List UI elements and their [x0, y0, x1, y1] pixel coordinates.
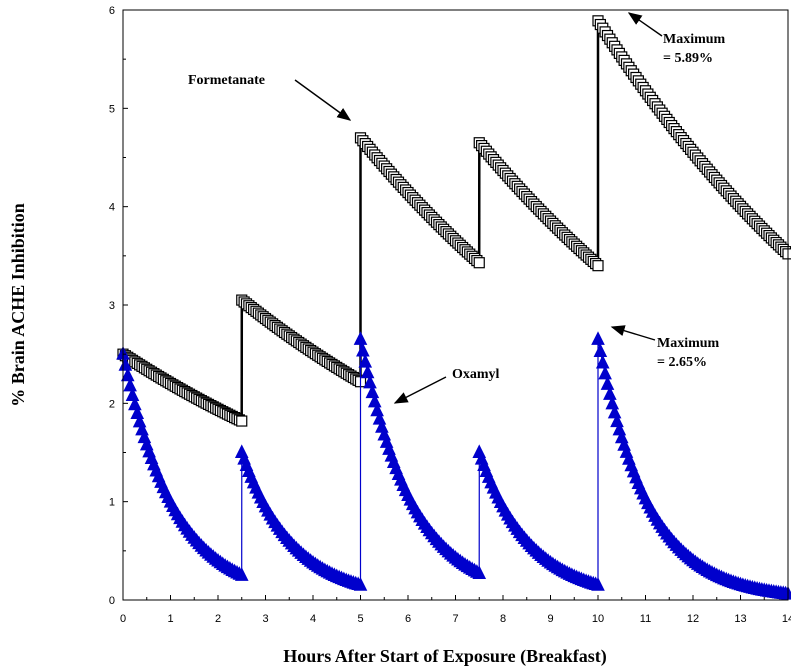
y-tick-label: 3: [109, 300, 115, 312]
x-tick-label: 0: [120, 613, 126, 625]
data-point: [603, 386, 617, 400]
y-tick-label: 5: [109, 103, 115, 115]
data-point: [236, 415, 248, 427]
x-tick-label: 13: [734, 613, 746, 625]
x-tick-label: 7: [452, 613, 458, 625]
data-point: [353, 577, 368, 591]
data-point: [363, 374, 377, 389]
x-tick-label: 5: [357, 613, 363, 625]
data-point: [234, 567, 249, 581]
data-point: [125, 387, 140, 402]
y-tick-label: 4: [109, 202, 115, 214]
formetanate-arrow: [294, 79, 352, 121]
plot-frame: [122, 9, 789, 601]
series-formetanate: [117, 15, 791, 427]
data-point: [358, 354, 373, 368]
data-point: [605, 395, 620, 410]
x-tick-label: 3: [262, 613, 268, 625]
x-tick-label: 1: [167, 613, 173, 625]
data-point: [591, 331, 605, 345]
data-point: [591, 577, 605, 591]
data-point: [598, 365, 612, 380]
formetanate-label: Formetanate: [188, 73, 265, 88]
data-point: [595, 354, 610, 369]
y-tick-label: 1: [109, 497, 115, 509]
data-point: [600, 376, 615, 390]
x-tick-label: 6: [405, 613, 411, 625]
series-oxamyl: [116, 331, 791, 600]
max2-label-line2: = 2.65%: [657, 355, 707, 370]
x-tick-label: 10: [592, 613, 604, 625]
y-tick-label: 0: [109, 595, 115, 607]
y-tick-label: 2: [109, 398, 115, 410]
oxamyl-arrow: [393, 376, 447, 404]
data-point: [782, 248, 791, 260]
data-point: [592, 260, 604, 272]
x-axis-title: Hours After Start of Exposure (Breakfast…: [283, 646, 606, 667]
x-tick-label: 9: [547, 613, 553, 625]
max1-arrow: [627, 12, 663, 37]
y-tick-label: 6: [109, 5, 115, 17]
data-point: [356, 342, 370, 357]
data-point: [360, 364, 375, 379]
axis-layer: 012345678910111213140123456: [109, 5, 791, 625]
data-point: [353, 331, 368, 345]
oxamyl-label: Oxamyl: [452, 367, 500, 382]
data-point: [472, 565, 487, 579]
data-point: [120, 367, 135, 382]
x-tick-label: 4: [310, 613, 316, 625]
max1-label-line1: Maximum: [663, 32, 726, 47]
data-point: [123, 377, 137, 392]
data-point: [473, 257, 485, 269]
max2-label-line1: Maximum: [657, 336, 720, 351]
x-tick-label: 2: [215, 613, 221, 625]
series-layer: [116, 15, 791, 600]
x-tick-label: 12: [687, 613, 699, 625]
data-point: [593, 343, 608, 357]
x-tick-label: 11: [640, 613, 651, 625]
data-point: [118, 357, 133, 371]
data-point: [365, 384, 380, 399]
max2-arrow: [610, 325, 656, 341]
max1-label-line2: = 5.89%: [663, 51, 713, 66]
y-axis-title: % Brain ACHE Inhibition: [8, 203, 28, 407]
x-tick-label: 8: [500, 613, 506, 625]
x-tick-label: 14: [782, 613, 791, 625]
